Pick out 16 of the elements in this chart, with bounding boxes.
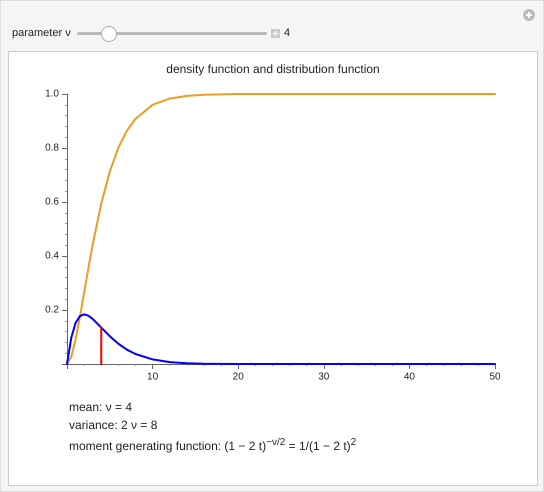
y-tick-label: 0.2	[45, 304, 60, 316]
text: mean: ν = 4	[69, 399, 134, 416]
x-tick-label: 20	[232, 372, 244, 382]
text: moment generating function: (1 − 2 t)$^{−ν/2}$ = 1/(1 − 2 t)$^{2}$	[69, 436, 358, 455]
x-tick-label: 40	[404, 372, 416, 382]
y-tick-label: 0.8	[45, 142, 60, 154]
text: parameter ν	[12, 27, 71, 39]
text: variance: 2 ν = 8	[69, 417, 158, 434]
chart-title: density function and distribution function	[166, 62, 380, 76]
y-tick-label: 1.0	[45, 88, 60, 100]
x-tick-label: 30	[318, 372, 330, 382]
x-tick-label: 50	[489, 372, 501, 382]
text: 4	[284, 27, 290, 39]
y-tick-label: 0.4	[45, 250, 60, 262]
x-tick-label: 10	[147, 372, 159, 382]
y-tick-label: 0.6	[45, 196, 60, 208]
